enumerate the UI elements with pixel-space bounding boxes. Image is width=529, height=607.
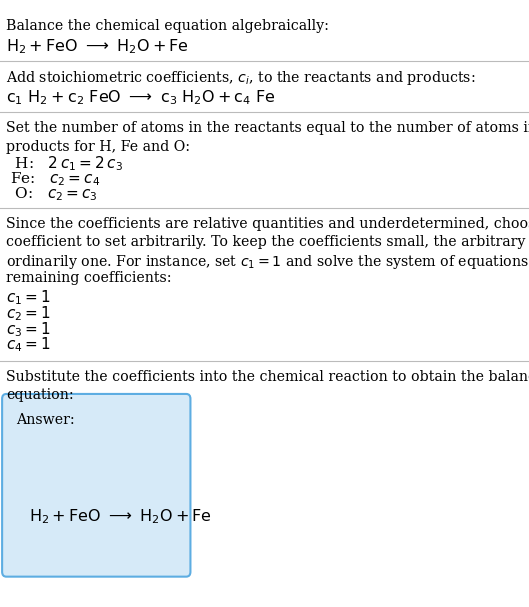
Text: equation:: equation: [6, 388, 74, 402]
Text: Answer:: Answer: [16, 413, 75, 427]
Text: Since the coefficients are relative quantities and underdetermined, choose a: Since the coefficients are relative quan… [6, 217, 529, 231]
Text: $c_2 = 1$: $c_2 = 1$ [6, 304, 51, 323]
Text: $c_4 = 1$: $c_4 = 1$ [6, 336, 51, 354]
Text: products for H, Fe and O:: products for H, Fe and O: [6, 140, 190, 154]
Text: Add stoichiometric coefficients, $c_i$, to the reactants and products:: Add stoichiometric coefficients, $c_i$, … [6, 69, 476, 87]
Text: $c_3 = 1$: $c_3 = 1$ [6, 320, 51, 339]
Text: remaining coefficients:: remaining coefficients: [6, 271, 172, 285]
Text: $\mathrm{H_2 + FeO\ \longrightarrow\ H_2O + Fe}$: $\mathrm{H_2 + FeO\ \longrightarrow\ H_2… [6, 38, 189, 56]
Text: Fe:  $\ c_2 = c_4$: Fe: $\ c_2 = c_4$ [10, 170, 100, 188]
Text: $\mathrm{H_2 + FeO\ \longrightarrow\ H_2O + Fe}$: $\mathrm{H_2 + FeO\ \longrightarrow\ H_2… [29, 507, 212, 526]
Text: $c_1 = 1$: $c_1 = 1$ [6, 288, 51, 307]
Text: $\mathrm{c_1\ H_2 + c_2\ FeO\ \longrightarrow\ c_3\ H_2O + c_4\ Fe}$: $\mathrm{c_1\ H_2 + c_2\ FeO\ \longright… [6, 88, 276, 107]
Text: ordinarily one. For instance, set $c_1 = 1$ and solve the system of equations fo: ordinarily one. For instance, set $c_1 =… [6, 253, 529, 271]
Text: O:  $\ c_2 = c_3$: O: $\ c_2 = c_3$ [10, 185, 97, 203]
FancyBboxPatch shape [2, 394, 190, 577]
Text: H:  $\ 2\,c_1 = 2\,c_3$: H: $\ 2\,c_1 = 2\,c_3$ [10, 155, 122, 174]
Text: coefficient to set arbitrarily. To keep the coefficients small, the arbitrary va: coefficient to set arbitrarily. To keep … [6, 235, 529, 249]
Text: Balance the chemical equation algebraically:: Balance the chemical equation algebraica… [6, 19, 330, 33]
Text: Set the number of atoms in the reactants equal to the number of atoms in the: Set the number of atoms in the reactants… [6, 121, 529, 135]
Text: Substitute the coefficients into the chemical reaction to obtain the balanced: Substitute the coefficients into the che… [6, 370, 529, 384]
